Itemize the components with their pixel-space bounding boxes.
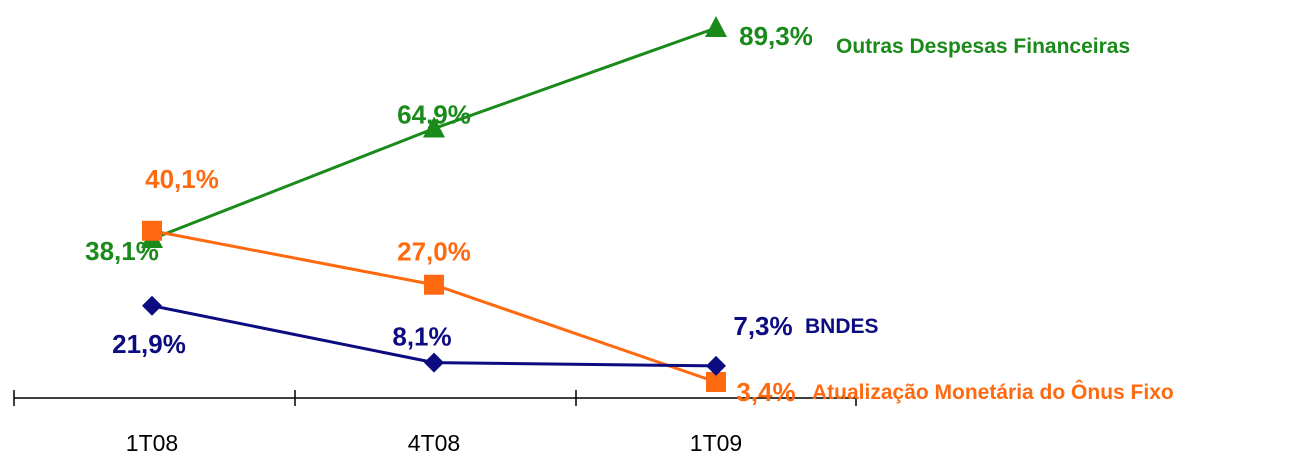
marker-atualizacao-monetaria-do-onus-fixo-1t08 <box>142 220 162 241</box>
series-name-outras-despesas-financeiras: Outras Despesas Financeiras <box>836 35 1130 58</box>
marker-bndes-1t09 <box>706 355 726 376</box>
marker-outras-despesas-financeiras-1t09 <box>705 16 727 37</box>
data-label-bndes-4t08: 8,1% <box>392 322 451 352</box>
series-markers <box>141 16 727 392</box>
data-label-bndes-1t09: 7,3% <box>733 311 792 341</box>
data-label-bndes-1t08: 21,9% <box>112 329 186 359</box>
x-axis: 1T08 4T08 1T09 <box>13 390 857 456</box>
x-tick-label-4t08: 4T08 <box>408 430 460 456</box>
series-name-atualizacao-monetaria-do-onus-fixo: Atualização Monetária do Ônus Fixo <box>812 380 1174 404</box>
x-tick-label-1t08: 1T08 <box>126 430 178 456</box>
series-name-bndes: BNDES <box>805 315 879 338</box>
marker-atualizacao-monetaria-do-onus-fixo-4t08 <box>424 274 444 295</box>
data-label-outras-despesas-financeiras-4t08: 64,9% <box>397 100 471 130</box>
data-label-atualizacao-monetaria-do-onus-fixo-4t08: 27,0% <box>397 237 471 267</box>
marker-bndes-4t08 <box>424 352 444 373</box>
data-label-atualizacao-monetaria-do-onus-fixo-1t08: 40,1% <box>145 164 219 194</box>
data-label-outras-despesas-financeiras-1t09: 89,3% <box>739 21 813 51</box>
marker-atualizacao-monetaria-do-onus-fixo-1t09 <box>706 372 726 392</box>
data-label-atualizacao-monetaria-do-onus-fixo-1t09: 3,4% <box>736 377 795 407</box>
x-tick-label-1t09: 1T09 <box>690 430 742 456</box>
data-labels: 38,1% 64,9% 89,3% Outras Despesas Financeir… <box>85 21 1174 407</box>
marker-outras-despesas-financeiras-4t08 <box>423 116 445 138</box>
data-label-outras-despesas-financeiras-1t08: 38,1% <box>85 236 159 266</box>
marker-bndes-1t08 <box>142 295 162 316</box>
